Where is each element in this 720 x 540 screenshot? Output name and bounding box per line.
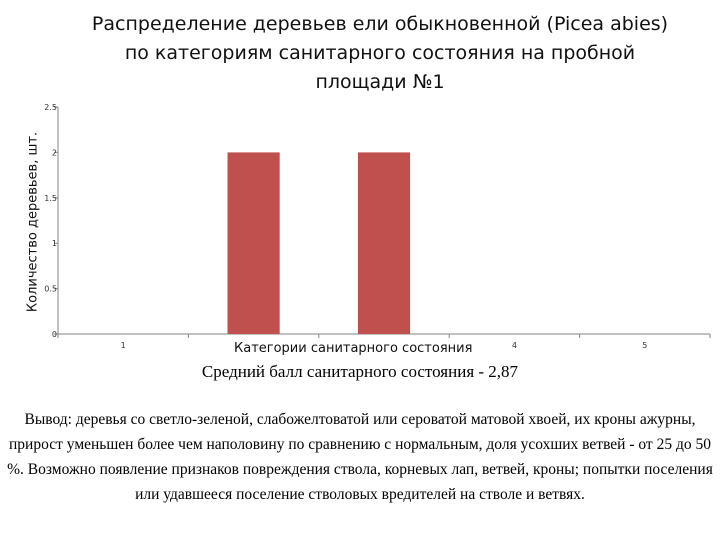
x-tick-label: 1 bbox=[121, 341, 126, 350]
chart-title: Распределение деревьев ели обыкновенной … bbox=[91, 13, 669, 93]
bar-category-2 bbox=[227, 152, 280, 334]
y-tick-label: 1.5 bbox=[44, 194, 57, 203]
y-tick-label: 0 bbox=[52, 330, 57, 339]
bar-chart: 00.511.522.512345 bbox=[44, 103, 711, 350]
y-tick-label: 2.5 bbox=[44, 103, 57, 112]
bar-category-3 bbox=[357, 152, 411, 334]
y-tick-label: 1 bbox=[52, 239, 57, 248]
average-score-text: Средний балл санитарного состояния - 2,8… bbox=[201, 362, 519, 381]
x-tick-label: 5 bbox=[642, 341, 647, 350]
y-axis-label: Количество деревьев, шт. bbox=[25, 131, 41, 313]
x-axis-label: Категории санитарного состояния bbox=[232, 341, 475, 356]
conclusion-text: Вывод: деревья со светло-зеленой, слабож… bbox=[7, 411, 713, 503]
x-tick-label: 4 bbox=[512, 341, 517, 350]
y-tick-label: 0.5 bbox=[44, 285, 57, 294]
y-tick-label: 2 bbox=[52, 148, 57, 157]
